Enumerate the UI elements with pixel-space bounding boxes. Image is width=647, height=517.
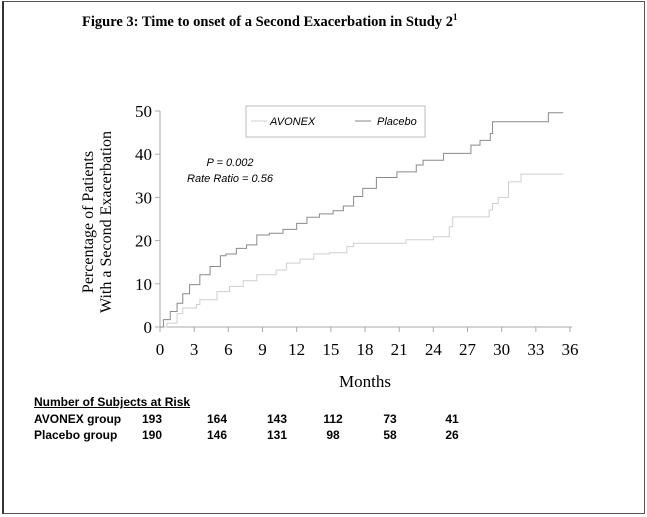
x-tick-label: 36 [562, 340, 579, 359]
x-tick-label: 15 [322, 340, 339, 359]
risk-count: 190 [141, 428, 163, 442]
y-tick-label: 40 [135, 145, 152, 164]
figure-title: Figure 3: Time to onset of a Second Exac… [82, 12, 457, 31]
x-tick-label: 9 [258, 340, 267, 359]
title-text: Figure 3: Time to onset of a Second Exac… [82, 13, 453, 30]
series-line-placebo [160, 112, 564, 328]
legend-label-placebo: Placebo [377, 116, 417, 128]
x-tick-label: 21 [391, 340, 408, 359]
risk-count: 131 [266, 428, 288, 442]
p-value-annotation: P = 0.002 [207, 157, 254, 169]
y-tick-label: 0 [144, 318, 153, 337]
legend-box [245, 105, 426, 138]
y-tick-label: 20 [135, 232, 152, 251]
y-axis-label-line1: Percentage of Patients [80, 151, 97, 293]
risk-count: 98 [326, 428, 340, 442]
risk-row-label: AVONEX group [34, 412, 122, 426]
risk-table-header: Number of Subjects at Risk [34, 395, 191, 409]
x-tick-label: 18 [357, 340, 374, 359]
x-tick-label: 0 [156, 340, 165, 359]
risk-row: AVONEX group 193 164 143 112 73 41 [34, 412, 459, 428]
x-tick-label: 24 [425, 340, 443, 359]
y-tick-label: 50 [135, 102, 152, 121]
title-footnote: 1 [452, 12, 458, 22]
x-tick-label: 27 [459, 340, 477, 359]
risk-row: Placebo group 190 146 131 98 58 26 [34, 428, 459, 444]
legend: AVONEX Placebo [245, 105, 426, 138]
y-axis-label-line2: With a Second Exacerbation [98, 131, 115, 313]
risk-count: 73 [383, 412, 397, 426]
legend-label-avonex: AVONEX [269, 116, 316, 128]
series-lines [160, 112, 564, 328]
series-line-avonex [160, 173, 564, 328]
risk-count: 112 [323, 412, 343, 426]
x-tick-label: 12 [288, 340, 305, 359]
x-tick-label: 3 [190, 340, 199, 359]
risk-table: Number of Subjects at Risk AVONEX group 1… [34, 395, 459, 444]
risk-count: 143 [266, 412, 288, 426]
x-tick-label: 33 [527, 340, 544, 359]
risk-count: 146 [206, 428, 228, 442]
y-tick-label: 30 [135, 188, 152, 207]
rate-ratio-annotation: Rate Ratio = 0.56 [187, 173, 274, 185]
risk-row-label: Placebo group [34, 428, 118, 442]
x-tick-label: 30 [493, 340, 510, 359]
risk-count: 164 [206, 412, 228, 426]
x-tick-label: 6 [224, 340, 233, 359]
x-axis-label: Months [339, 372, 391, 391]
risk-count: 193 [141, 412, 163, 426]
y-tick-label: 10 [135, 275, 152, 294]
risk-count: 41 [445, 412, 459, 426]
risk-count: 26 [445, 428, 459, 442]
risk-count: 58 [383, 428, 397, 442]
